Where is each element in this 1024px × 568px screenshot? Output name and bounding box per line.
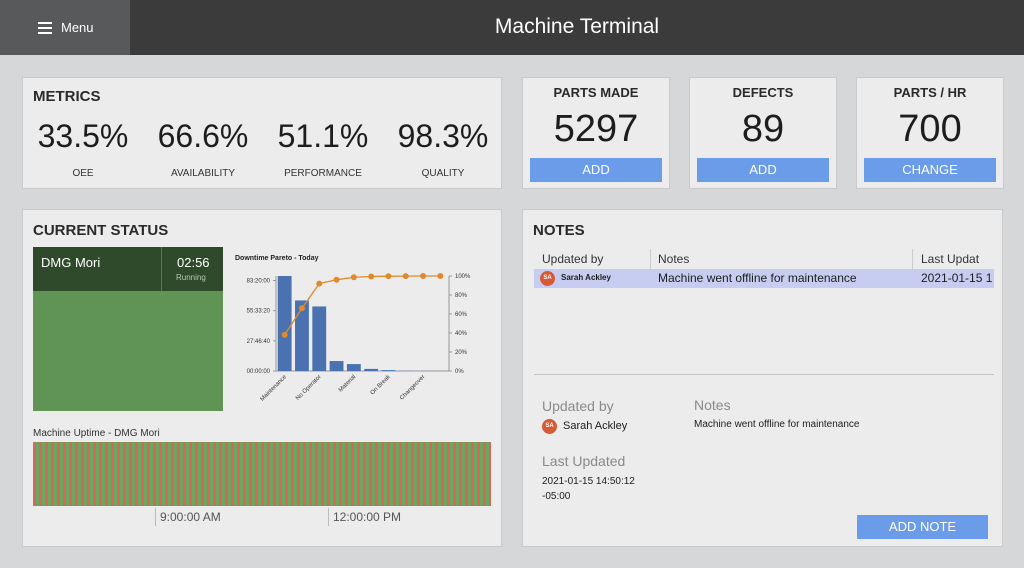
detail-note: Machine went offline for maintenance xyxy=(694,419,860,430)
avatar: SA xyxy=(542,419,557,434)
counter-title: PARTS / HR xyxy=(893,85,967,100)
y2-tick-label: 80% xyxy=(455,293,468,299)
counter-title: DEFECTS xyxy=(732,85,794,100)
add-note-button[interactable]: ADD NOTE xyxy=(857,515,988,539)
y-tick-label: 55:33:20 xyxy=(247,309,271,315)
metric-value: 98.3% xyxy=(397,118,489,154)
cumulative-point xyxy=(333,276,340,283)
bar xyxy=(381,370,396,371)
x-tick-label: Material xyxy=(338,374,357,393)
x-tick-label: Changeover xyxy=(399,374,426,401)
counter-panel: DEFECTS 89 ADD xyxy=(689,77,837,189)
bar xyxy=(312,306,327,371)
panel-title: CURRENT STATUS xyxy=(33,222,169,239)
uptime-tick: 9:00:00 AM xyxy=(160,510,221,524)
metrics-panel: METRICS 33.5% OEE 66.6% AVAILABILITY 51.1% PE… xyxy=(22,77,502,189)
notes-table-header: Updated by Notes Last Updat xyxy=(534,249,994,270)
app-title: Machine Terminal xyxy=(494,15,660,38)
detail-label: Last Updated xyxy=(542,453,626,469)
metric-label: QUALITY xyxy=(421,168,465,179)
y2-tick-label: 40% xyxy=(455,331,468,337)
header: Menu Machine Terminal xyxy=(0,0,1024,55)
detail-label: Notes xyxy=(694,397,731,413)
pareto-chart: Downtime Pareto - Today 00:00:00 27:46:40 5… xyxy=(235,255,471,403)
cumulative-point xyxy=(402,273,409,280)
y2-tick-label: 100% xyxy=(455,274,471,280)
notes-panel: NOTES Updated by Notes Last Updat SA Sar… xyxy=(522,209,1003,547)
detail-user: Sarah Ackley xyxy=(563,420,628,432)
y-tick-label: 00:00:00 xyxy=(247,369,271,375)
y2-tick-label: 0% xyxy=(455,369,464,375)
row-note: Machine went offline for maintenance xyxy=(658,271,857,285)
panel-title: NOTES xyxy=(533,222,585,239)
counter-button[interactable]: ADD xyxy=(697,158,829,182)
avatar: SA xyxy=(540,271,555,286)
y-tick-label: 27:46:40 xyxy=(247,339,271,345)
cumulative-point xyxy=(281,331,288,338)
bar xyxy=(295,300,309,371)
cumulative-point xyxy=(437,273,444,279)
column-header[interactable]: Updated by xyxy=(542,252,604,266)
menu-label: Menu xyxy=(61,20,94,35)
detail-label: Updated by xyxy=(542,398,614,414)
counter-value: 5297 xyxy=(553,108,639,150)
x-tick-label: Maintenance xyxy=(260,374,289,403)
column-header[interactable]: Last Updat xyxy=(921,252,980,266)
machine-state: Running xyxy=(176,273,206,282)
cumulative-point xyxy=(420,273,427,280)
machine-time: 02:56 xyxy=(177,255,210,270)
bar xyxy=(277,276,292,371)
counter-panel: PARTS MADE 5297 ADD xyxy=(522,77,670,189)
y2-tick-label: 60% xyxy=(455,312,468,318)
machine-tile[interactable]: DMG Mori 02:56 Running xyxy=(33,247,223,411)
counter-button[interactable]: ADD xyxy=(530,158,662,182)
metric-value: 66.6% xyxy=(157,118,249,154)
metric-label: OEE xyxy=(72,168,94,179)
metric-value: 51.1% xyxy=(277,118,369,154)
notes-row[interactable]: SA Sarah Ackley Machine went offline for… xyxy=(534,269,994,288)
bar xyxy=(329,361,344,371)
x-tick-label: No Operator xyxy=(295,374,323,402)
y-tick-label: 83:20:00 xyxy=(247,279,271,285)
row-user: Sarah Ackley xyxy=(561,273,611,282)
uptime-strip xyxy=(33,442,491,506)
y2-tick-label: 20% xyxy=(455,350,468,356)
counter-button[interactable]: CHANGE xyxy=(864,158,996,182)
x-tick-label: On Break xyxy=(370,373,393,396)
metric-label: PERFORMANCE xyxy=(284,168,362,179)
detail-date: 2021-01-15 14:50:12 -05:00 xyxy=(542,476,635,502)
cumulative-point xyxy=(298,305,305,312)
counter-value: 700 xyxy=(898,108,962,150)
menu-icon xyxy=(38,22,52,34)
bar xyxy=(346,364,361,371)
status-panel: CURRENT STATUS DMG Mori 02:56 Running Do… xyxy=(22,209,502,547)
uptime-tick: 12:00:00 PM xyxy=(333,510,402,524)
column-header[interactable]: Notes xyxy=(658,252,690,266)
cumulative-point xyxy=(316,280,323,287)
metric-value: 33.5% xyxy=(37,118,129,154)
panel-title: METRICS xyxy=(33,88,101,105)
counter-title: PARTS MADE xyxy=(553,85,639,100)
cumulative-line xyxy=(284,275,441,336)
uptime-title: Machine Uptime - DMG Mori xyxy=(33,428,160,439)
cumulative-point xyxy=(385,273,392,280)
chart-title: Downtime Pareto - Today xyxy=(235,255,319,262)
counter-panel: PARTS / HR 700 CHANGE xyxy=(856,77,1004,189)
counter-value: 89 xyxy=(741,108,785,150)
cumulative-point xyxy=(350,274,357,281)
machine-name: DMG Mori xyxy=(41,255,101,270)
menu-button[interactable]: Menu xyxy=(0,0,130,55)
bar xyxy=(364,368,379,371)
metric-label: AVAILABILITY xyxy=(170,168,236,179)
row-date: 2021-01-15 1 xyxy=(921,271,993,285)
cumulative-point xyxy=(368,273,375,280)
